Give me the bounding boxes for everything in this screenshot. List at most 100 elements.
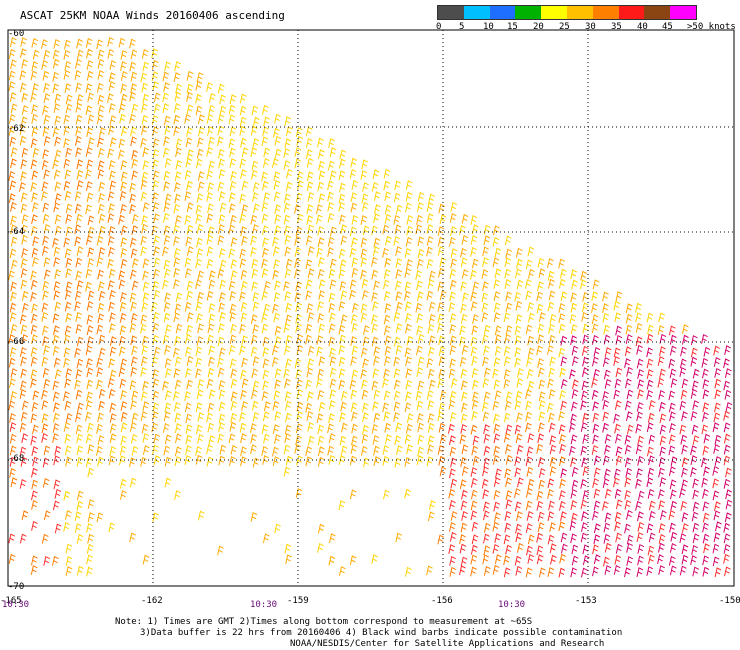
wind-barb — [635, 500, 642, 511]
wind-barb — [184, 402, 192, 413]
wind-barb — [714, 567, 722, 578]
wind-barb — [504, 510, 512, 521]
wind-barb — [681, 512, 689, 523]
wind-barb — [129, 182, 137, 193]
wind-barb — [207, 334, 214, 345]
wind-barb — [239, 345, 246, 356]
wind-barb — [668, 325, 676, 336]
wind-barb — [570, 335, 577, 346]
wind-barb — [702, 488, 709, 499]
wind-barb — [384, 422, 392, 433]
wind-barb — [264, 280, 271, 291]
wind-barb — [141, 48, 149, 59]
wind-barb — [239, 422, 247, 433]
wind-barb — [174, 423, 182, 434]
wind-barb — [471, 534, 479, 545]
wind-barb — [41, 159, 49, 170]
wind-barb — [163, 312, 171, 323]
wind-barb — [470, 246, 477, 257]
wind-barb — [559, 268, 567, 279]
wind-barb — [208, 136, 215, 147]
wind-barb — [449, 499, 456, 510]
wind-barb — [659, 424, 667, 435]
wind-barb — [547, 567, 555, 577]
wind-barb — [130, 400, 137, 410]
wind-barb — [602, 500, 609, 511]
wind-barb — [393, 236, 401, 246]
wind-barb — [283, 323, 291, 334]
wind-barb — [428, 335, 436, 346]
wind-barb — [75, 424, 83, 435]
wind-barb — [327, 201, 335, 212]
wind-barb — [97, 435, 105, 445]
wind-barb — [294, 235, 301, 246]
wind-barb — [374, 204, 381, 215]
wind-barb — [515, 523, 522, 534]
wind-barb — [636, 532, 644, 542]
wind-barb — [19, 314, 27, 325]
wind-barb — [195, 80, 203, 91]
wind-barb — [647, 545, 655, 556]
wind-barb — [362, 289, 369, 300]
wind-barb — [494, 345, 502, 356]
wind-barb — [305, 446, 313, 457]
wind-barb — [30, 369, 38, 380]
wind-barb — [87, 444, 95, 455]
wind-barb — [186, 312, 194, 323]
wind-barb — [515, 433, 523, 444]
wind-barb — [352, 302, 359, 313]
wind-barb — [635, 336, 643, 347]
wind-barb — [141, 302, 149, 313]
wind-barb — [295, 192, 303, 203]
wind-barb — [581, 511, 588, 522]
wind-barb — [142, 380, 149, 391]
wind-barb — [329, 378, 337, 389]
wind-barb — [592, 510, 599, 521]
wind-barb — [438, 346, 446, 357]
wind-barb — [8, 81, 16, 92]
wind-barb — [165, 368, 172, 378]
wind-barb — [483, 501, 490, 512]
wind-barb — [63, 347, 71, 358]
wind-barb — [493, 445, 501, 456]
wind-barb — [195, 158, 203, 169]
wind-barb — [536, 490, 544, 501]
wind-barb — [30, 565, 38, 575]
wind-barb — [495, 468, 502, 479]
wind-barb — [42, 367, 50, 378]
wind-barb — [21, 248, 28, 258]
wind-barb — [86, 300, 94, 311]
wind-barb — [10, 201, 17, 212]
wind-barb — [449, 324, 457, 334]
wind-barb — [76, 159, 84, 170]
wind-barb — [85, 204, 92, 215]
wind-barb — [613, 300, 621, 311]
wind-barb — [626, 389, 634, 400]
wind-barb — [471, 355, 479, 366]
wind-barb — [459, 534, 466, 545]
wind-barb — [450, 226, 457, 237]
wind-barb — [613, 389, 621, 400]
wind-barb — [196, 389, 204, 400]
wind-barb — [461, 234, 469, 245]
wind-barb — [614, 378, 622, 389]
wind-barb — [681, 378, 689, 389]
wind-barb — [86, 358, 93, 368]
wind-barb — [284, 234, 292, 245]
wind-barb — [195, 93, 202, 104]
wind-barb — [152, 402, 160, 413]
wind-barb — [416, 280, 423, 291]
wind-barb — [65, 103, 73, 114]
wind-barb — [108, 246, 115, 257]
wind-barb — [9, 456, 17, 467]
wind-barb — [470, 544, 478, 555]
wind-barb — [152, 138, 160, 149]
wind-barb — [681, 544, 689, 555]
wind-barb — [550, 554, 557, 565]
wind-barb — [229, 147, 236, 158]
wind-barb — [559, 553, 566, 564]
wind-barb — [428, 313, 436, 324]
wind-barb — [537, 334, 544, 345]
wind-barb — [483, 445, 491, 456]
wind-barb — [668, 358, 676, 369]
